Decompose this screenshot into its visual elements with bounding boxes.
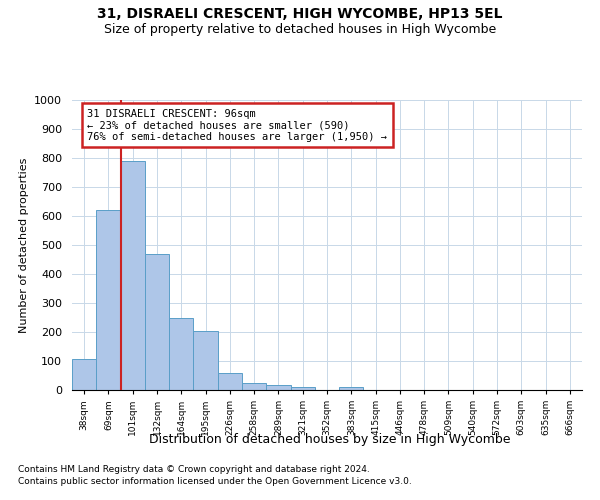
Bar (266, 385, 290, 390)
Bar (290, 387, 315, 390)
Text: Contains HM Land Registry data © Crown copyright and database right 2024.: Contains HM Land Registry data © Crown c… (18, 465, 370, 474)
Bar (193, 331, 218, 390)
Bar (242, 383, 266, 390)
Text: Contains public sector information licensed under the Open Government Licence v3: Contains public sector information licen… (18, 478, 412, 486)
Bar (339, 387, 364, 390)
Bar (72, 358, 96, 390)
Text: Distribution of detached houses by size in High Wycombe: Distribution of detached houses by size … (149, 432, 511, 446)
Bar (96, 210, 121, 390)
Bar (145, 254, 169, 390)
Text: 31, DISRAELI CRESCENT, HIGH WYCOMBE, HP13 5EL: 31, DISRAELI CRESCENT, HIGH WYCOMBE, HP1… (97, 8, 503, 22)
Bar (121, 161, 145, 390)
Bar (218, 372, 242, 390)
Bar (169, 318, 193, 390)
Text: Size of property relative to detached houses in High Wycombe: Size of property relative to detached ho… (104, 22, 496, 36)
Text: 31 DISRAELI CRESCENT: 96sqm
← 23% of detached houses are smaller (590)
76% of se: 31 DISRAELI CRESCENT: 96sqm ← 23% of det… (88, 108, 388, 142)
Y-axis label: Number of detached properties: Number of detached properties (19, 158, 29, 332)
